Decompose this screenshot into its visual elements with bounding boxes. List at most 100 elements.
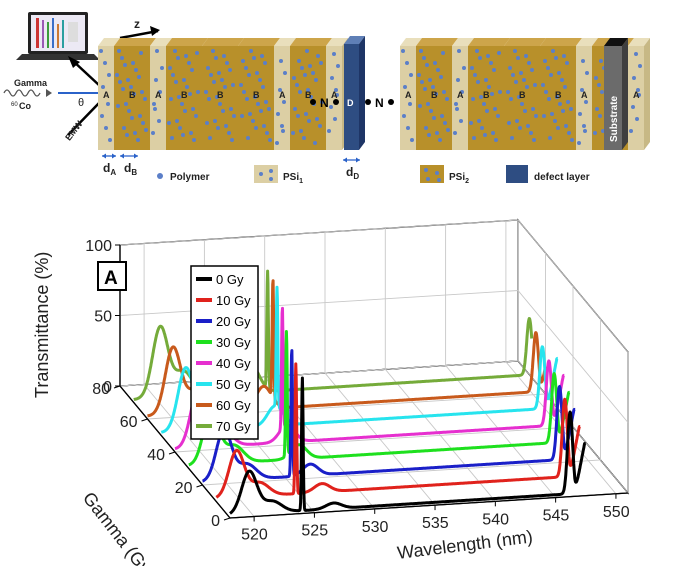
emw-arrow-icon — [67, 101, 101, 136]
psi1-swatch — [254, 165, 278, 183]
angle-theta: θ — [78, 97, 84, 109]
ellipsis-dot — [365, 99, 371, 105]
stack-layer-label: A — [457, 90, 464, 100]
series-line — [187, 330, 571, 467]
legend-label: 10 Gy — [216, 293, 251, 308]
substrate: Substrate — [604, 38, 628, 150]
gamma-wave-icon — [3, 89, 41, 97]
legend-label: 40 Gy — [216, 356, 251, 371]
series-line — [173, 306, 566, 451]
series-line — [228, 376, 587, 515]
y-tick-mark — [223, 517, 231, 521]
x-tick-label: 520 — [241, 527, 268, 544]
stack-layer-label: B — [253, 90, 260, 100]
y-tick-mark — [196, 484, 203, 488]
x-tick-label: 535 — [422, 515, 449, 532]
dim-b-label: dB — [124, 161, 137, 177]
legend-label: 30 Gy — [216, 335, 251, 350]
stack-layer-b: B — [540, 38, 582, 150]
ellipsis-dot — [310, 99, 316, 105]
stack-layer-b: B — [202, 38, 244, 150]
legend-label: 70 Gy — [216, 419, 251, 434]
dimension-markers: dA dB dD — [102, 153, 360, 181]
stack-layer-a: A — [628, 38, 650, 150]
x-tick-label: 550 — [603, 504, 630, 521]
y-tick-mark — [141, 418, 148, 422]
stack-layer-a: A — [150, 38, 172, 150]
schematic-legend: Polymer PSi1 PSi2 defect layer — [157, 165, 590, 185]
stack-layer-label: A — [155, 90, 162, 100]
stack-layer-label: B — [129, 90, 136, 100]
y-tick-label: 80 — [92, 381, 110, 398]
panel-label-box — [97, 261, 127, 291]
stack-layer-label: B — [519, 90, 526, 100]
z-tick-label: 50 — [94, 309, 112, 326]
grid-line-z — [119, 219, 629, 353]
legend-label: 50 Gy — [216, 377, 251, 392]
stack-layer-label: B — [217, 90, 224, 100]
defect-swatch — [506, 165, 528, 183]
stack-layer-b: B — [166, 38, 208, 150]
y-tick-label: 0 — [211, 513, 220, 530]
y-axis-title: Gamma (Gy) — [79, 488, 159, 566]
y-tick-label: 20 — [175, 480, 193, 497]
stack-layer-b: B — [416, 38, 458, 150]
y-tick-mark — [168, 451, 176, 455]
x-axis-title: Wavelength (nm) — [396, 526, 534, 562]
stack-layer-label: B — [305, 90, 312, 100]
stack-layer-a: A — [576, 38, 598, 150]
defect-layer: D — [344, 36, 365, 150]
polymer-dot-icon — [157, 173, 163, 179]
z-tick-label: 100 — [85, 238, 112, 255]
stack-layer-label: B — [483, 90, 490, 100]
gamma-arrow-icon — [46, 89, 52, 97]
panel-label: A — [104, 268, 118, 289]
stack-layer-label: A — [405, 90, 412, 100]
z-tick-label: 0 — [103, 379, 112, 396]
n-label-left: N — [320, 96, 329, 110]
stack-layer-a: A — [400, 38, 422, 150]
y-tick-label: 60 — [120, 414, 138, 431]
x-tick-label: 525 — [301, 523, 328, 540]
isotope-mass: 60 — [11, 102, 18, 108]
stack-layer-b: B — [114, 38, 156, 150]
series-line — [215, 362, 582, 499]
legend-label: 60 Gy — [216, 398, 251, 413]
stack-layer-label: A — [103, 90, 110, 100]
stack-layer-b: B — [504, 38, 546, 150]
stack-layer-a: A — [98, 38, 120, 150]
stack-layer-label: A — [633, 90, 640, 100]
reflected-arrow-icon — [68, 56, 80, 68]
legend-psi1: PSi1 — [283, 172, 303, 185]
z-arrow-icon — [150, 26, 160, 36]
laptop-icon — [16, 12, 100, 60]
stack-layer-label: A — [279, 90, 286, 100]
chart-legend-box — [190, 265, 259, 440]
stack-layer-label: B — [431, 90, 438, 100]
legend-label: 20 Gy — [216, 314, 251, 329]
dim-a-label: dA — [103, 161, 116, 177]
ellipsis-dot — [333, 99, 339, 105]
n-label-right: N — [375, 96, 384, 110]
legend-psi2: PSi2 — [449, 172, 469, 185]
substrate-label: Substrate — [609, 95, 620, 142]
series-line — [201, 349, 577, 483]
legend-polymer: Polymer — [170, 172, 210, 183]
legend-defect: defect layer — [534, 172, 590, 183]
stack-layer-label: A — [331, 90, 338, 100]
x-tick-label: 540 — [482, 511, 509, 528]
z-label: z — [134, 17, 140, 31]
stack-layer-a: A — [452, 38, 474, 150]
defect-label: D — [347, 98, 354, 108]
stack-layer-b: B — [290, 38, 332, 150]
stack-layer-b: B — [468, 38, 510, 150]
stack-layer-label: A — [581, 90, 588, 100]
ellipsis-dot — [388, 99, 394, 105]
isotope-symbol: Co — [19, 101, 31, 111]
